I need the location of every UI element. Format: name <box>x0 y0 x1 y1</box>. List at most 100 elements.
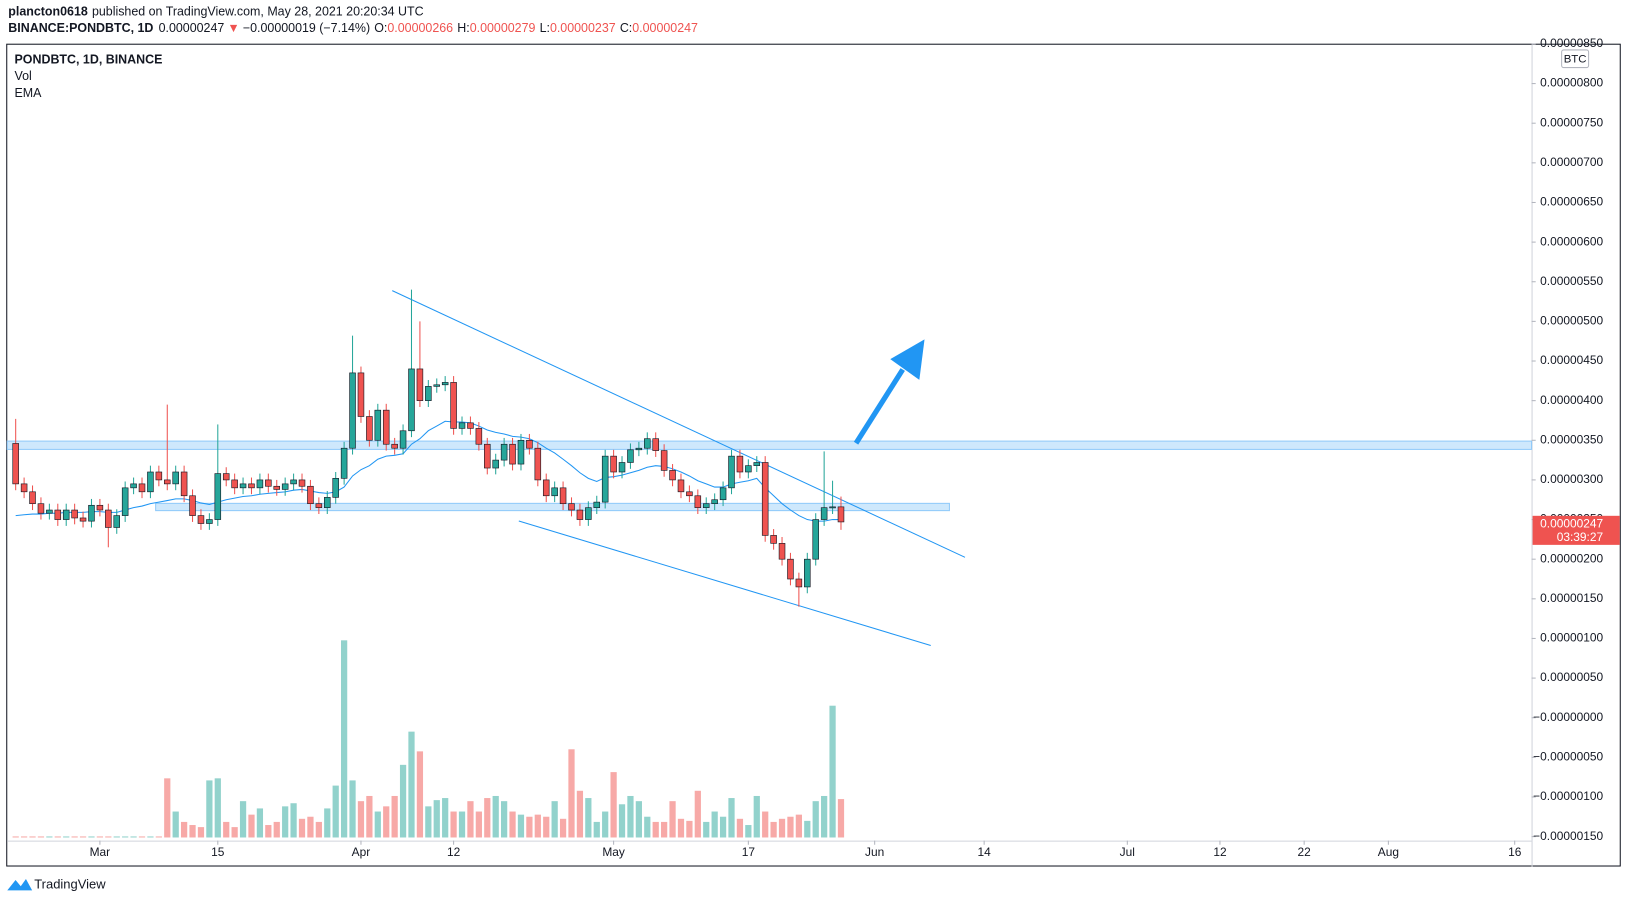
volume-bar <box>753 795 760 838</box>
candle-body <box>610 455 617 473</box>
candle-body <box>627 449 634 463</box>
x-tick-label: Jun <box>865 845 884 859</box>
candle-body <box>736 455 744 473</box>
y-tick-label: 0.00000100 <box>1540 631 1603 645</box>
y-tick-label: 0.00000150 <box>1540 591 1603 605</box>
y-tick-label: 0.00000050 <box>1540 670 1603 684</box>
change-arrow: ▼ <box>227 21 239 35</box>
candle-body <box>787 558 794 580</box>
candle-body <box>71 509 78 519</box>
brand-name: TradingView <box>34 877 106 892</box>
x-tick-label: 12 <box>1213 845 1227 859</box>
candle-body <box>467 422 474 429</box>
candle-body <box>382 409 390 445</box>
publish-line: plancton0618 published on TradingView.com… <box>8 5 423 19</box>
candle-body <box>711 499 718 505</box>
author: plancton0618 <box>8 5 88 19</box>
volume-bar <box>467 801 474 838</box>
volume-bar <box>728 798 735 838</box>
candle-body <box>164 479 171 485</box>
volume-bar <box>138 836 146 838</box>
volume-bar <box>113 836 120 838</box>
volume-bar <box>341 640 348 838</box>
candle-body <box>568 503 575 511</box>
resistance-zone <box>6 440 1533 450</box>
ohlc-label: L: <box>540 21 550 35</box>
candle-body <box>644 438 651 449</box>
x-tick-label: Jul <box>1120 845 1135 859</box>
candle-body <box>416 368 424 401</box>
candle-body <box>88 504 95 522</box>
candle-body <box>248 483 255 489</box>
volume-bar <box>12 836 19 838</box>
ohlc-label: H: <box>457 21 469 35</box>
volume-bar <box>501 801 508 838</box>
candle-body <box>324 497 331 508</box>
candle-body <box>391 443 398 449</box>
candle-body <box>441 382 449 386</box>
candle-body <box>332 478 339 498</box>
brand-icon <box>7 878 33 891</box>
candle-body <box>618 462 626 473</box>
candle-body <box>290 479 297 485</box>
candle-body <box>534 447 542 481</box>
y-tick-label: 0.00000500 <box>1540 314 1603 328</box>
candle-body <box>206 519 213 524</box>
symbol: BINANCE:PONDBTC, 1D <box>8 21 153 35</box>
volume-bar <box>239 801 247 838</box>
candle-body <box>37 503 45 514</box>
volume-bar <box>214 778 221 838</box>
candle-body <box>54 509 62 520</box>
candle-body <box>745 465 752 473</box>
candle-body <box>180 471 188 497</box>
volume-bar <box>635 801 642 838</box>
volume-bar <box>509 811 516 838</box>
x-tick-label: Mar <box>90 845 111 859</box>
candle-body <box>728 455 735 489</box>
candle-body <box>265 479 272 487</box>
frame <box>6 43 1621 867</box>
candle-body <box>475 428 483 445</box>
lower-trendline <box>518 520 931 647</box>
volume-bar <box>770 821 777 838</box>
ohlc-value: 0.00000279 <box>470 21 536 35</box>
volume-bar <box>787 816 794 838</box>
candle-body <box>509 443 516 465</box>
candle-body <box>189 495 196 516</box>
volume-bar <box>298 818 306 838</box>
volume-bar <box>122 836 129 838</box>
volume-bar <box>711 811 718 838</box>
candle-body <box>197 515 205 524</box>
candle-body <box>576 509 584 520</box>
last-price: 0.00000247 <box>159 21 225 35</box>
volume-bar <box>559 818 567 838</box>
volume-bar <box>492 795 499 838</box>
volume-bar <box>442 798 449 838</box>
legend-ema: EMA <box>15 86 43 100</box>
candle-body <box>340 447 348 479</box>
volume-bar <box>778 818 786 838</box>
volume-bar <box>686 820 693 838</box>
volume-bar <box>602 811 609 838</box>
volume-bar <box>425 806 432 838</box>
volume-bar <box>652 821 659 838</box>
volume-bar <box>661 821 668 838</box>
candle-body <box>526 439 533 449</box>
candle-body <box>46 509 53 514</box>
volume-bar <box>812 801 819 838</box>
volume-bar <box>349 780 356 838</box>
candle-body <box>761 462 769 536</box>
upper-trendline <box>392 290 966 558</box>
legend-symbol: PONDBTC, 1D, BINANCE <box>15 53 163 67</box>
volume-bar <box>37 836 45 838</box>
volume-bar <box>399 764 407 838</box>
ohlc-value: 0.00000247 <box>632 21 698 35</box>
candle-body <box>20 483 28 493</box>
candle-body <box>222 473 230 481</box>
candle-body <box>239 483 247 489</box>
volume-bar <box>180 821 188 838</box>
candle-body <box>138 483 146 493</box>
y-tick-label: 0.00000750 <box>1540 115 1603 129</box>
candle-body <box>677 479 685 493</box>
